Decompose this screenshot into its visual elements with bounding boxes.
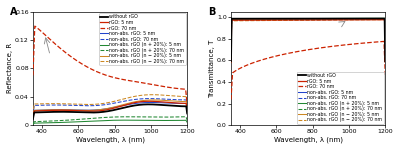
X-axis label: Wavelength, λ (nm): Wavelength, λ (nm): [76, 136, 144, 143]
Y-axis label: Reflectance, R: Reflectance, R: [7, 43, 13, 93]
Text: B: B: [208, 7, 215, 17]
Y-axis label: Transmittance, T: Transmittance, T: [209, 39, 215, 98]
Legend: without rGO, rGO: 5 nm, rGO: 70 nm, non-abs. rGO: 5 nm, non-abs. rGO: 70 nm, non: without rGO, rGO: 5 nm, rGO: 70 nm, non-…: [297, 72, 384, 124]
X-axis label: Wavelength, λ (nm): Wavelength, λ (nm): [274, 136, 343, 143]
Legend: without rGO, rGO: 5 nm, rGO: 70 nm, non-abs. rGO: 5 nm, non-abs. rGO: 70 nm, non: without rGO, rGO: 5 nm, rGO: 70 nm, non-…: [99, 13, 186, 65]
Text: A: A: [10, 7, 17, 17]
